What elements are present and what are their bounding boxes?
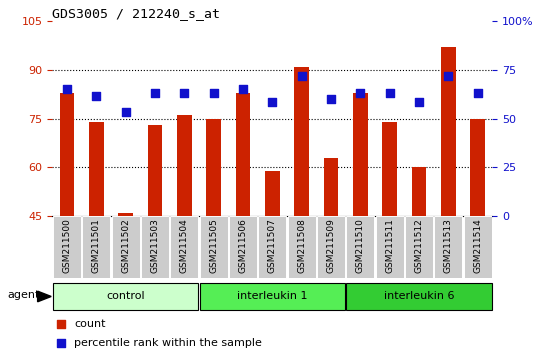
Polygon shape (37, 291, 51, 302)
Point (92, 93, 101, 99)
Bar (89, 122, 103, 216)
Text: GSM211514: GSM211514 (473, 218, 482, 273)
Text: agent: agent (8, 290, 40, 300)
Bar (235, 93, 250, 216)
Text: GSM211500: GSM211500 (62, 218, 72, 273)
Point (63, 86, 72, 92)
Bar (323, 158, 338, 216)
Bar (112, 216, 140, 278)
Bar (346, 216, 375, 278)
Text: GSM211505: GSM211505 (209, 218, 218, 273)
Bar (141, 216, 169, 278)
Bar (470, 119, 485, 216)
Point (473, 90, 482, 96)
Text: GSM211509: GSM211509 (326, 218, 336, 273)
Bar (206, 119, 221, 216)
Bar (177, 115, 191, 216)
Bar (200, 283, 345, 310)
Text: GSM211501: GSM211501 (92, 218, 101, 273)
Bar (200, 216, 228, 278)
Text: GSM211511: GSM211511 (385, 218, 394, 273)
Point (239, 86, 248, 92)
Point (268, 99, 277, 105)
Point (356, 90, 365, 96)
Bar (82, 216, 111, 278)
Point (297, 74, 306, 79)
Bar (118, 213, 133, 216)
Text: GDS3005 / 212240_s_at: GDS3005 / 212240_s_at (52, 7, 220, 20)
Bar (170, 216, 199, 278)
Point (57, 341, 65, 346)
Point (121, 109, 130, 115)
Bar (53, 283, 199, 310)
Point (209, 90, 218, 96)
Bar (405, 216, 433, 278)
Bar (258, 216, 287, 278)
Bar (53, 216, 81, 278)
Point (327, 96, 336, 102)
Point (151, 90, 160, 96)
Text: control: control (106, 291, 145, 302)
Bar (288, 216, 316, 278)
Point (385, 90, 394, 96)
Text: GSM211508: GSM211508 (297, 218, 306, 273)
Bar (441, 47, 455, 216)
Bar (353, 93, 367, 216)
Bar (147, 125, 162, 216)
Text: GSM211506: GSM211506 (238, 218, 248, 273)
Text: GSM211513: GSM211513 (444, 218, 453, 273)
Bar (294, 67, 309, 216)
Text: GSM211507: GSM211507 (268, 218, 277, 273)
Text: interleukin 1: interleukin 1 (237, 291, 307, 302)
Text: GSM211504: GSM211504 (180, 218, 189, 273)
Text: count: count (74, 319, 106, 329)
Text: GSM211512: GSM211512 (414, 218, 424, 273)
Bar (229, 216, 257, 278)
Bar (317, 216, 345, 278)
Text: GSM211503: GSM211503 (150, 218, 159, 273)
Text: GSM211502: GSM211502 (121, 218, 130, 273)
Point (415, 99, 424, 105)
Text: GSM211510: GSM211510 (356, 218, 365, 273)
Bar (411, 167, 426, 216)
Text: interleukin 6: interleukin 6 (384, 291, 454, 302)
Bar (434, 216, 463, 278)
Bar (346, 283, 492, 310)
Point (444, 74, 453, 79)
Bar (265, 171, 279, 216)
Point (180, 90, 189, 96)
Bar (376, 216, 404, 278)
Bar (59, 93, 74, 216)
Bar (382, 122, 397, 216)
Bar (464, 216, 492, 278)
Point (57, 321, 65, 327)
Text: percentile rank within the sample: percentile rank within the sample (74, 338, 262, 348)
